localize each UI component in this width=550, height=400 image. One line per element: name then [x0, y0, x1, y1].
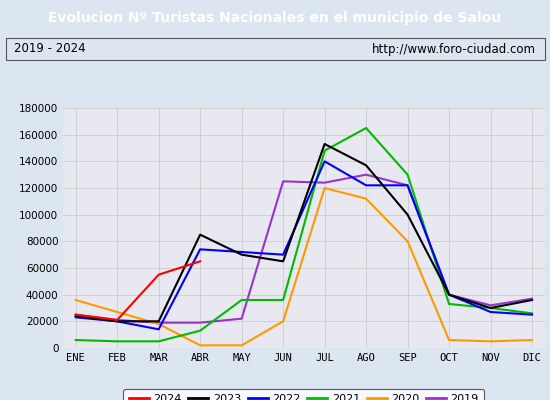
Legend: 2024, 2023, 2022, 2021, 2020, 2019: 2024, 2023, 2022, 2021, 2020, 2019	[123, 388, 485, 400]
FancyBboxPatch shape	[6, 38, 544, 60]
Text: Evolucion Nº Turistas Nacionales en el municipio de Salou: Evolucion Nº Turistas Nacionales en el m…	[48, 11, 502, 25]
Text: http://www.foro-ciudad.com: http://www.foro-ciudad.com	[372, 42, 536, 56]
Text: 2019 - 2024: 2019 - 2024	[14, 42, 85, 56]
